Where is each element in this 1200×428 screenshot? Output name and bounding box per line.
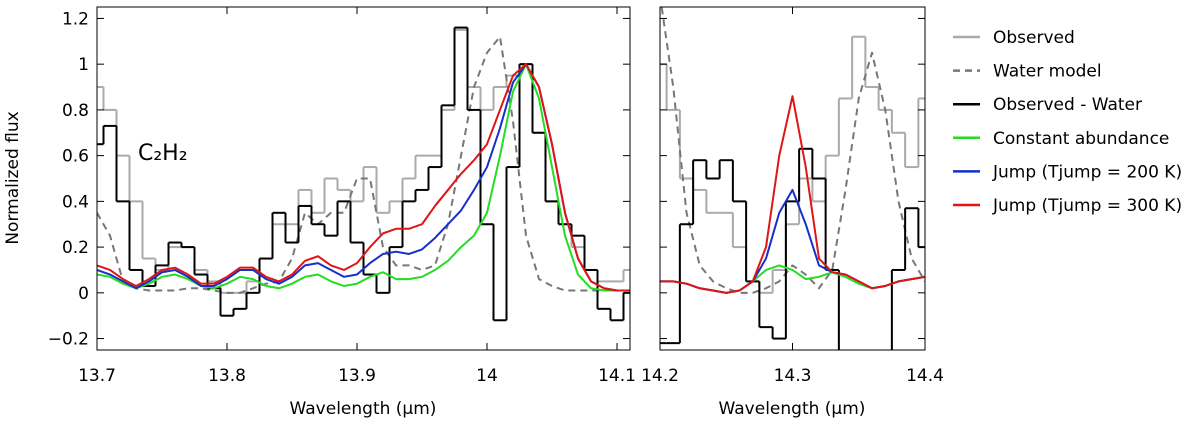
- series-line: [97, 63, 630, 292]
- x-tick-label: 13.7: [78, 366, 116, 386]
- legend-label: Observed: [993, 28, 1075, 48]
- legend-label: Jump (Tjump = 300 K): [992, 196, 1182, 216]
- x-tick-label: 13.9: [338, 366, 376, 386]
- y-axis-label: Normalized flux: [3, 111, 23, 244]
- series-line: [660, 7, 925, 294]
- plot-frame: [659, 6, 926, 351]
- y-tick-label: 1.2: [62, 9, 89, 29]
- y-tick-label: −0.2: [48, 330, 89, 350]
- series-line: [97, 63, 630, 292]
- series-line: [97, 35, 630, 294]
- plot-area: [660, 7, 925, 350]
- y-tick-label: 0.2: [62, 238, 89, 258]
- x-tick-label: 13.8: [208, 366, 246, 386]
- x-tick-label: 14: [476, 366, 498, 386]
- y-tick-label: 0: [78, 284, 89, 304]
- y-tick-label: 0.6: [62, 147, 89, 167]
- y-tick-label: 0.4: [62, 192, 89, 212]
- legend-label: Constant abundance: [993, 129, 1169, 149]
- legend-label: Jump (Tjump = 200 K): [992, 162, 1182, 182]
- y-tick-label: 0.8: [62, 101, 89, 121]
- x-tick-label: 14.3: [774, 366, 812, 386]
- series-line: [660, 95, 925, 294]
- x-tick-label: 14.4: [906, 366, 944, 386]
- x-tick-label: 14.2: [641, 366, 679, 386]
- annotation: C₂H₂: [138, 141, 188, 166]
- x-axis-label: Wavelength (μm): [290, 399, 437, 419]
- x-tick-label: 14.1: [598, 366, 636, 386]
- plot-frame: [96, 6, 631, 351]
- legend-label: Water model: [993, 62, 1102, 82]
- x-axis-label: Wavelength (μm): [719, 399, 866, 419]
- series-line: [660, 188, 925, 294]
- plot-area: [97, 26, 630, 322]
- legend-label: Observed - Water: [993, 95, 1142, 115]
- y-tick-label: 1: [78, 55, 89, 75]
